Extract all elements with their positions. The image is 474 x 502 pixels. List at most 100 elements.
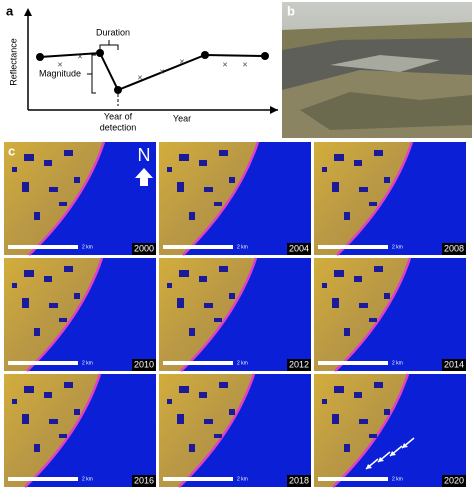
- scale-bar: [318, 245, 388, 249]
- lake: [204, 303, 213, 308]
- coastline: [178, 373, 256, 488]
- lake: [344, 212, 350, 220]
- arrow: [378, 457, 384, 462]
- image-tile: 2 km 2014: [314, 257, 466, 372]
- scale-label: 2 km: [82, 244, 93, 250]
- coastline: [24, 373, 102, 488]
- year-box: [132, 243, 156, 255]
- image-tile: 2 km 2010: [4, 257, 156, 372]
- lake: [44, 276, 52, 282]
- lake: [374, 150, 383, 156]
- magnitude-label: Magnitude: [39, 68, 81, 78]
- svg-text:×: ×: [159, 66, 164, 76]
- land: [314, 258, 410, 371]
- land: [159, 142, 258, 255]
- lake: [344, 444, 350, 452]
- svg-text:×: ×: [222, 59, 227, 69]
- lake: [49, 303, 58, 308]
- panel-b: b: [282, 2, 472, 138]
- land: [159, 258, 256, 371]
- scale-label: 2 km: [392, 360, 403, 366]
- year-box: [442, 243, 466, 255]
- year-label: 2016: [134, 475, 154, 485]
- scale-bar: [8, 477, 78, 481]
- year-box: [442, 359, 466, 371]
- detection-label: Year of: [104, 111, 133, 121]
- panel-label: c: [8, 143, 15, 158]
- north-arrow: [135, 168, 153, 186]
- lake: [22, 298, 29, 308]
- lake: [64, 150, 73, 156]
- lake: [334, 386, 344, 393]
- land: [4, 374, 100, 487]
- lake: [229, 409, 235, 415]
- lake: [384, 293, 390, 299]
- duration-label: Duration: [96, 27, 130, 37]
- lake: [12, 167, 17, 172]
- lake: [332, 414, 339, 424]
- lake: [374, 382, 383, 388]
- lake: [24, 386, 34, 393]
- lake: [334, 270, 344, 277]
- lake: [354, 276, 362, 282]
- lake: [359, 419, 368, 424]
- year-label: 2020: [444, 475, 464, 485]
- lake: [229, 177, 235, 183]
- year-label: 2014: [444, 359, 464, 369]
- arrow: [366, 464, 372, 469]
- lake: [22, 182, 29, 192]
- lake: [49, 187, 58, 192]
- lake: [177, 414, 184, 424]
- coastline: [332, 373, 410, 488]
- svg-text:×: ×: [77, 51, 82, 61]
- lake: [189, 328, 195, 336]
- lake: [384, 409, 390, 415]
- lake: [369, 434, 377, 438]
- scale-bar: [8, 245, 78, 249]
- image-tile: 2 km 2004: [159, 141, 311, 256]
- lake: [369, 318, 377, 322]
- lake: [64, 266, 73, 272]
- x-axis-label: Year: [173, 113, 191, 123]
- year-label: 2012: [289, 359, 309, 369]
- land: [4, 142, 104, 255]
- land: [314, 374, 408, 487]
- lake: [34, 328, 40, 336]
- lake: [177, 298, 184, 308]
- lake: [24, 154, 34, 161]
- year-box: [287, 359, 311, 371]
- lake: [359, 187, 368, 192]
- magnitude-bracket: [87, 54, 96, 94]
- coastline: [334, 257, 412, 372]
- year-box: [132, 475, 156, 487]
- lake: [59, 202, 67, 206]
- year-label: 2008: [444, 243, 464, 253]
- image-tile: 2 km 2000 N: [4, 141, 156, 256]
- lake: [332, 182, 339, 192]
- lake: [214, 202, 222, 206]
- lake: [332, 298, 339, 308]
- detection-label: detection: [100, 122, 137, 132]
- lake: [334, 154, 344, 161]
- scale-bar: [163, 361, 233, 365]
- lake: [34, 444, 40, 452]
- lake: [322, 167, 327, 172]
- year-box: [442, 475, 466, 487]
- lake: [219, 266, 228, 272]
- slump: [300, 92, 472, 130]
- land: [4, 258, 102, 371]
- points: [36, 49, 269, 94]
- scale-bar: [318, 477, 388, 481]
- ice: [330, 55, 440, 72]
- land: [314, 142, 412, 255]
- lake: [74, 409, 80, 415]
- lake: [179, 270, 189, 277]
- coastline: [28, 141, 106, 256]
- lake: [374, 266, 383, 272]
- lake: [344, 328, 350, 336]
- image-tile: 2 km 2016: [4, 373, 156, 488]
- lake: [369, 202, 377, 206]
- lake: [354, 160, 362, 166]
- lake: [59, 318, 67, 322]
